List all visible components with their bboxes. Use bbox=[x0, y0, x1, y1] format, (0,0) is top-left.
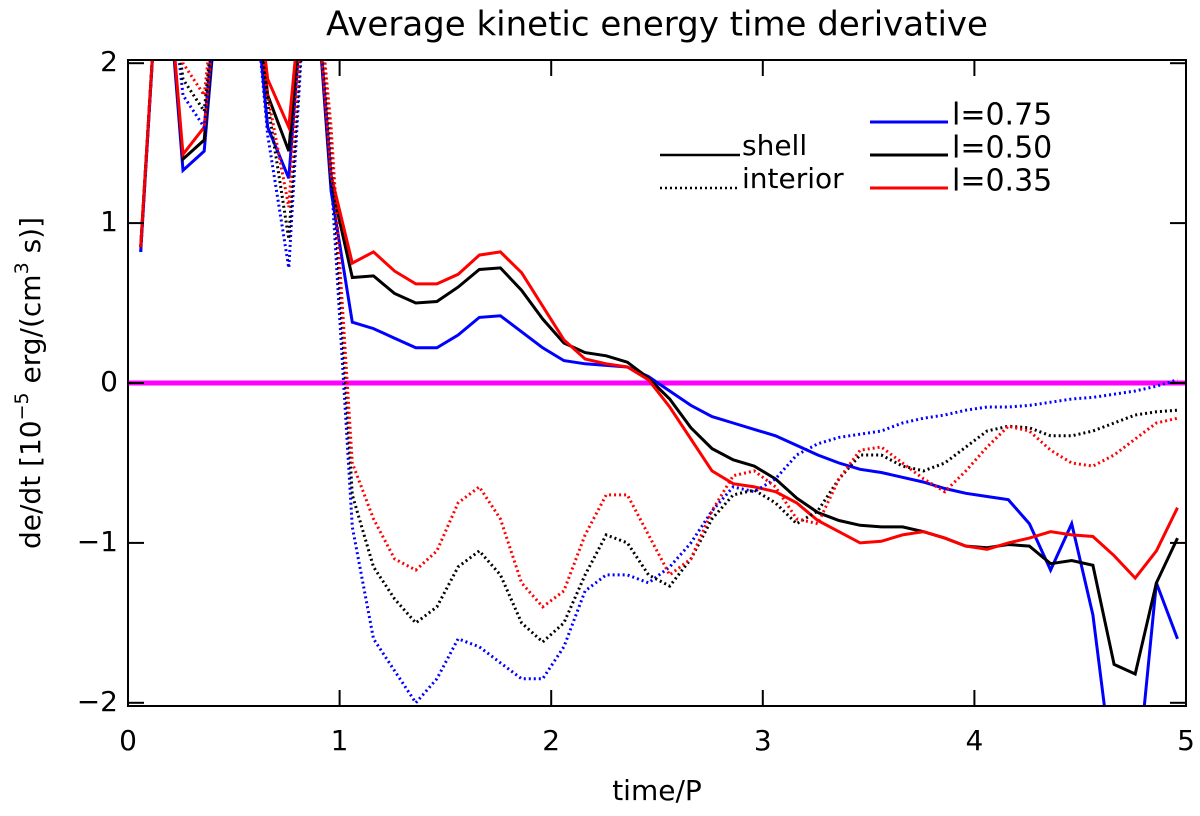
x-tick-label: 2 bbox=[542, 724, 560, 757]
x-tick-label: 3 bbox=[754, 724, 772, 757]
series-line bbox=[139, 60, 1178, 706]
legend-label: interior bbox=[742, 162, 844, 195]
y-axis-label: de/dt [10−5 erg/(cm3 s)] bbox=[11, 217, 48, 549]
x-axis-label: time/P bbox=[612, 774, 702, 807]
x-tick-label: 0 bbox=[119, 724, 137, 757]
x-tick-label: 1 bbox=[331, 724, 349, 757]
plot-area bbox=[128, 60, 1186, 706]
y-tick-label: 2 bbox=[100, 45, 118, 78]
legend-label: shell bbox=[742, 129, 807, 162]
legend-label: l=0.75 bbox=[952, 98, 1052, 133]
x-tick-label: 5 bbox=[1177, 724, 1195, 757]
y-label-part: s)] bbox=[14, 217, 47, 262]
series-line bbox=[139, 60, 1179, 706]
y-label-superscript: −5 bbox=[11, 392, 33, 420]
series-line bbox=[139, 60, 1178, 609]
y-tick-label: −2 bbox=[77, 685, 118, 718]
y-label-part: de/dt [10 bbox=[14, 420, 47, 549]
y-label-part: erg/(cm bbox=[14, 274, 47, 392]
y-tick-label: 0 bbox=[100, 365, 118, 398]
series-line bbox=[139, 60, 1179, 581]
y-tick-label: 1 bbox=[100, 205, 118, 238]
legend-label: l=0.50 bbox=[952, 131, 1052, 166]
x-tick-label: 4 bbox=[965, 724, 983, 757]
chart-title: Average kinetic energy time derivative bbox=[326, 5, 988, 45]
y-tick-label: −1 bbox=[77, 525, 118, 558]
y-label-superscript: 3 bbox=[11, 262, 33, 274]
legend-label: l=0.35 bbox=[952, 164, 1052, 199]
